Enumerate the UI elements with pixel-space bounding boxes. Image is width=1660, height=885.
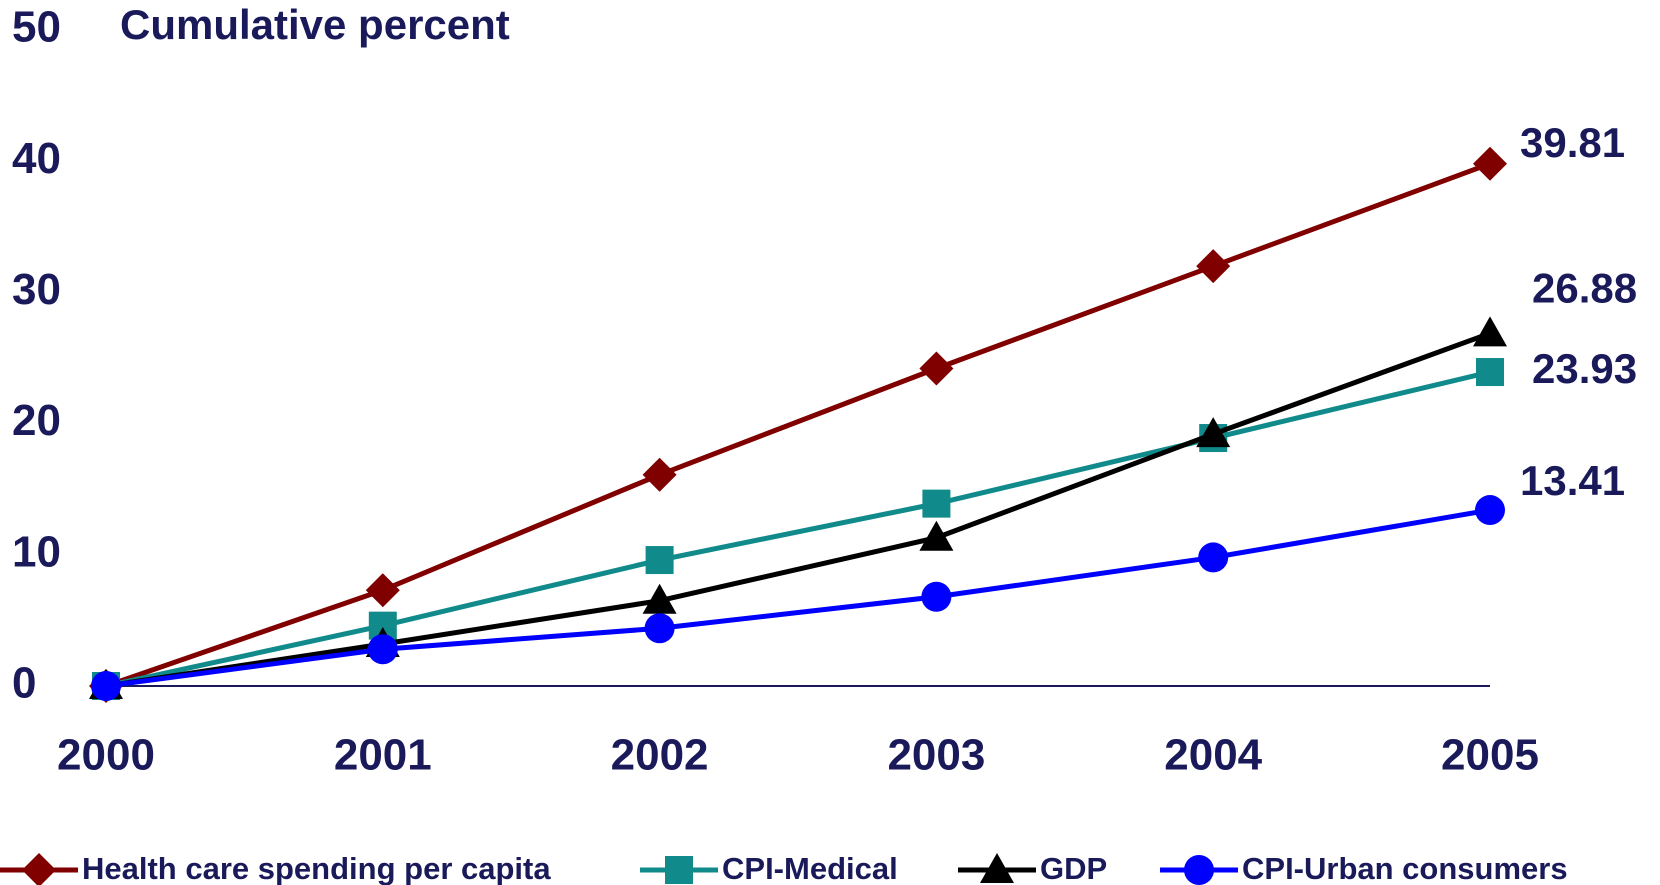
end-value-label: 23.93 [1532,345,1637,392]
y-tick-label: 40 [12,134,61,183]
marker [921,581,952,612]
marker [642,457,677,492]
x-tick-label: 2002 [611,731,709,780]
marker [1196,417,1231,448]
series-line [105,369,1491,689]
marker [642,583,677,614]
end-value-label: 39.81 [1520,119,1625,166]
y-tick-label: 50 [12,3,61,52]
legend-item: CPI-Urban consumers [1160,851,1568,885]
x-tick-label: 2005 [1441,731,1539,780]
legend-item: CPI-Medical [640,851,898,885]
marker [1196,249,1231,284]
marker [1473,146,1507,181]
legend-label: CPI-Urban consumers [1242,851,1568,885]
y-tick-label: 30 [12,265,61,314]
marker [645,546,674,575]
x-tick-label: 2004 [1164,731,1262,780]
chart-title: Cumulative percent [120,1,510,48]
marker [1473,316,1507,347]
legend-label: CPI-Medical [722,851,898,885]
legend-item: Health care spending per capita [0,851,551,885]
x-tick-label: 2001 [334,731,432,780]
y-tick-label: 20 [12,396,61,445]
y-tick-label: 10 [12,527,61,576]
end-value-label: 26.88 [1532,264,1637,311]
series-line [105,161,1491,689]
series-line [105,507,1491,689]
legend-item: GDP [958,851,1107,885]
series-line [105,330,1491,689]
legend-label: GDP [1040,851,1107,885]
end-value-label: 13.41 [1520,457,1625,504]
x-tick-label: 2000 [57,731,155,780]
marker [22,853,56,885]
legend-label: Health care spending per capita [82,851,551,885]
y-tick-label: 0 [12,659,36,708]
marker [980,853,1014,883]
marker [1475,495,1505,526]
marker [91,671,121,701]
marker [1184,855,1214,885]
marker [365,573,400,608]
x-tick-label: 2003 [887,731,985,780]
marker [644,613,675,644]
marker [919,520,954,551]
marker [1198,542,1229,573]
marker [665,856,693,884]
marker [919,351,954,386]
marker [922,489,951,518]
marker [1476,358,1504,387]
marker [367,634,398,665]
